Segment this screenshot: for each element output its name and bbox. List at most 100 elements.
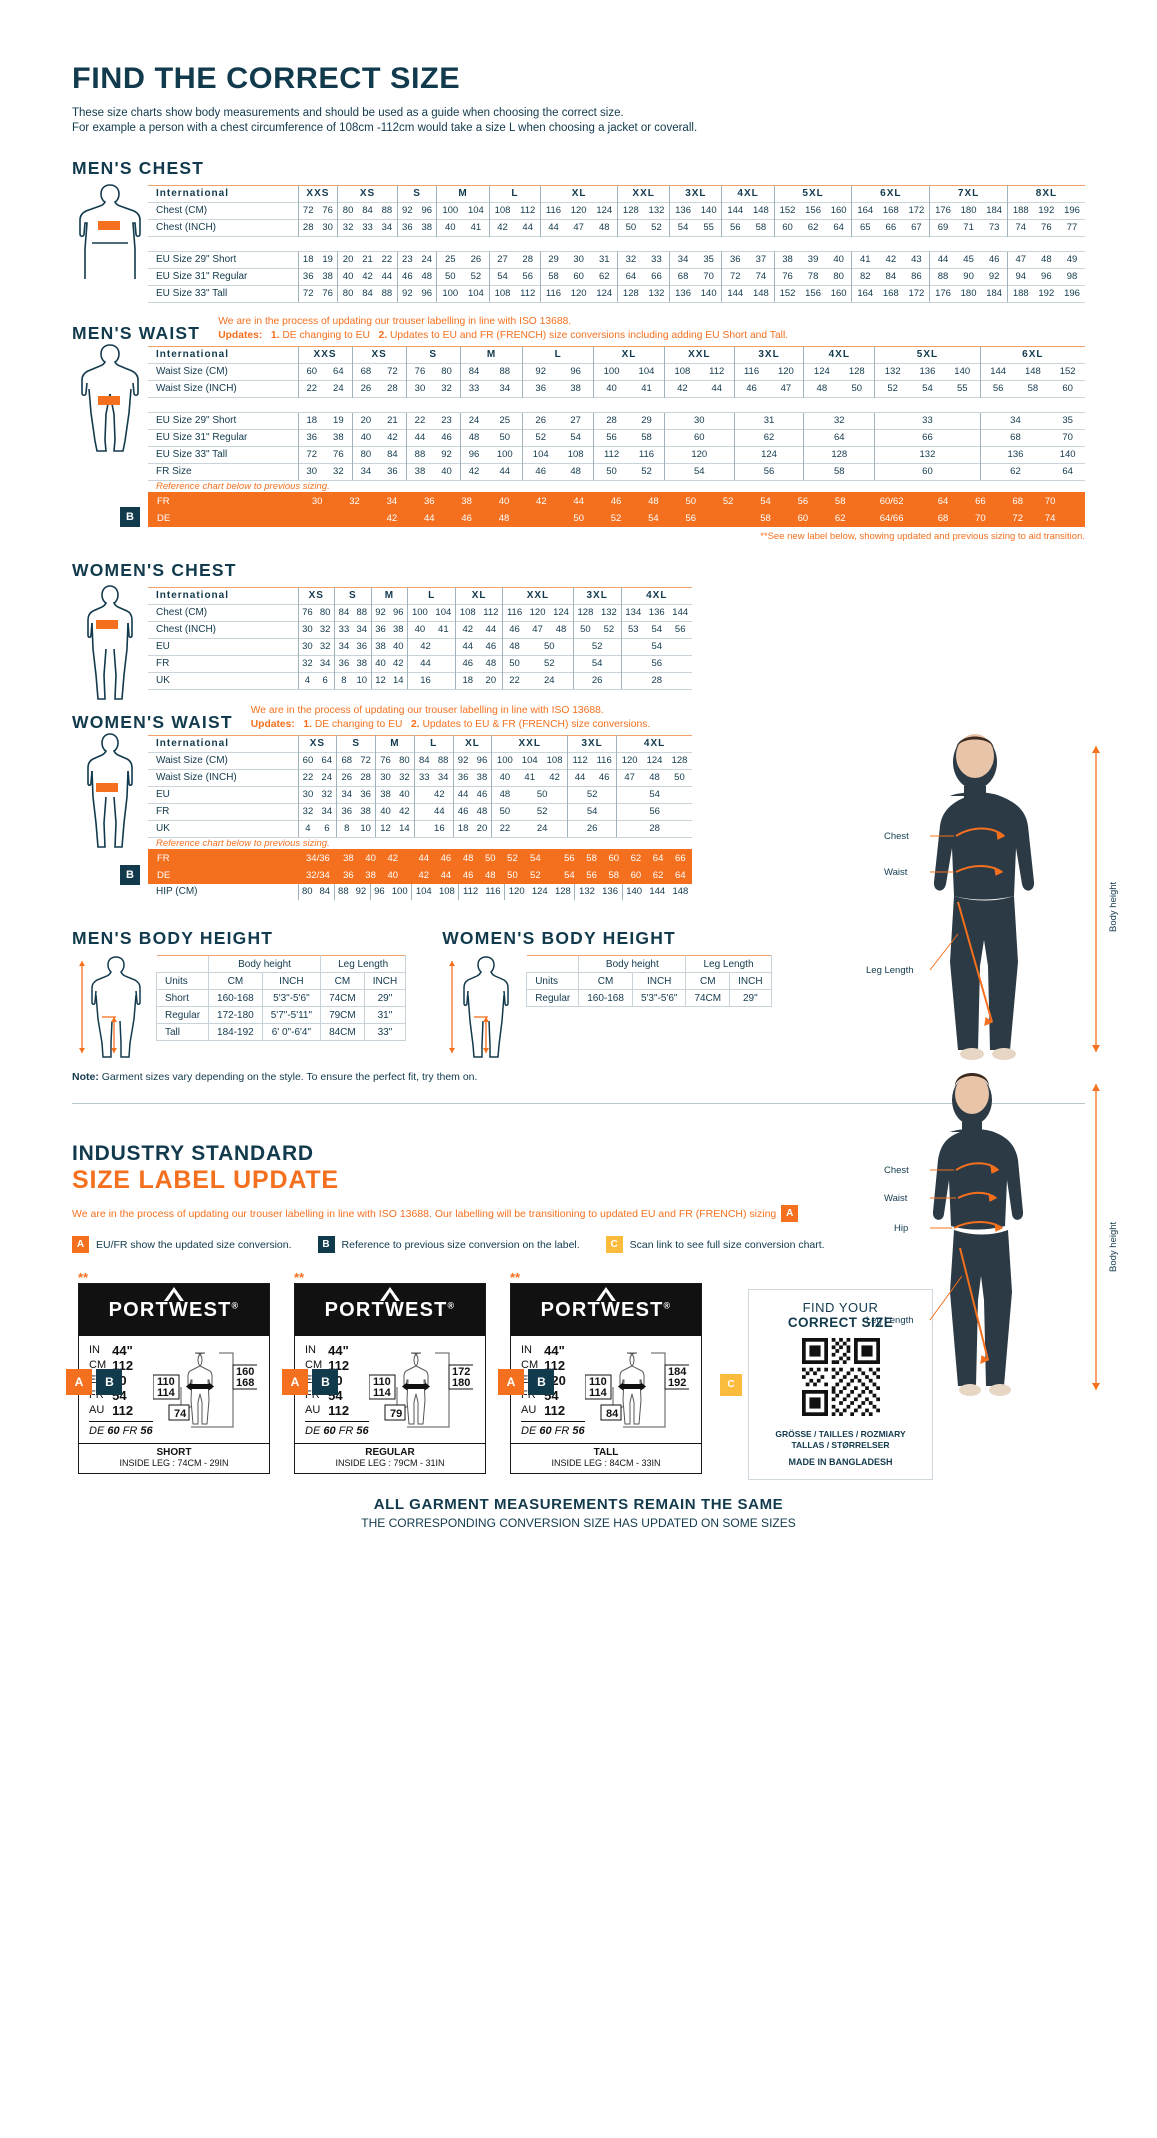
cell: 46 bbox=[596, 492, 636, 510]
cell: 30 bbox=[317, 219, 338, 237]
cell: 100 bbox=[436, 285, 464, 303]
label-card-short: ** A B PORTWEST® bbox=[66, 1271, 270, 1474]
cell: 40 bbox=[375, 803, 395, 821]
cell: 128 bbox=[554, 886, 571, 897]
cell: 56 bbox=[671, 509, 710, 527]
qr-line-2: CORRECT SIZE bbox=[787, 1315, 894, 1330]
cell: 36 bbox=[334, 655, 353, 673]
cell: 36 bbox=[370, 621, 390, 639]
size-L: L bbox=[522, 346, 594, 364]
cell: 34 bbox=[372, 492, 412, 510]
industry-standard-title: INDUSTRY STANDARD bbox=[72, 1142, 314, 1165]
cell: 84 bbox=[357, 202, 378, 220]
cell: 37 bbox=[748, 251, 775, 269]
cell: 36 bbox=[379, 463, 407, 481]
cell: 60 bbox=[297, 363, 326, 381]
waist-box-1: 110 bbox=[589, 1376, 607, 1388]
unit-cell: INCH bbox=[261, 972, 322, 990]
brand-name: PORTWEST bbox=[540, 1298, 664, 1321]
cell: 72 bbox=[297, 285, 318, 303]
cell: 124 bbox=[803, 363, 840, 381]
cell: 184 bbox=[981, 285, 1008, 303]
cell: 100 bbox=[407, 604, 432, 622]
size-3XL: 3XL bbox=[733, 346, 804, 364]
cell: 22 bbox=[297, 769, 318, 787]
fit-note-label: Note: bbox=[72, 1071, 99, 1083]
label-body-height: Body height bbox=[1108, 1221, 1119, 1272]
cell: 30 bbox=[375, 769, 395, 787]
iso-statement: We are in the process of updating our tr… bbox=[72, 1205, 1085, 1222]
cell: 34 bbox=[669, 251, 696, 269]
qr-code-icon[interactable] bbox=[801, 1338, 880, 1416]
cell: 48 bbox=[803, 380, 840, 398]
table-row: Waist Size (INCH) 22 24 26 28 30 32 33 34 36… bbox=[148, 769, 692, 787]
cell: 184-192 bbox=[208, 1023, 263, 1041]
womens-waist-table: International XS S M L XL XXL 3XL 4XL Wa… bbox=[148, 735, 692, 838]
cell: 46 bbox=[447, 509, 486, 527]
unit: AU bbox=[305, 1404, 321, 1416]
cell: 50 bbox=[559, 509, 598, 527]
cell: 48 bbox=[502, 638, 526, 656]
womens-waist-title: WOMEN'S WAIST bbox=[72, 712, 233, 732]
size-XL: XL bbox=[455, 587, 503, 605]
row-label: FR bbox=[148, 803, 298, 821]
table-row: FR Size 30 32 34 36 38 40 42 44 46 48 50 52 54… bbox=[148, 463, 1085, 481]
cell: 6 bbox=[316, 672, 335, 690]
cell: 18 bbox=[455, 672, 480, 690]
male-torso-figure bbox=[72, 184, 148, 303]
cell: 68 bbox=[351, 363, 380, 381]
cell: 38 bbox=[447, 492, 486, 510]
cell: 70 bbox=[695, 268, 722, 286]
cell: 44 bbox=[567, 769, 593, 787]
cell: 38 bbox=[358, 866, 383, 884]
cell: 72 bbox=[379, 363, 407, 381]
leg-box: 84 bbox=[606, 1408, 619, 1420]
de-label: DE bbox=[89, 1425, 105, 1437]
mens-chest-title: MEN'S CHEST bbox=[72, 158, 205, 178]
cell: 28 bbox=[515, 251, 541, 269]
cell: 136 bbox=[910, 363, 945, 381]
cell: 49 bbox=[1059, 251, 1085, 269]
cell: 152 bbox=[773, 285, 801, 303]
cell: 30 bbox=[297, 492, 337, 510]
cell: 36 bbox=[336, 866, 361, 884]
cell: 36 bbox=[297, 268, 318, 286]
label-chest: Chest bbox=[884, 831, 909, 842]
mens-waist-ref-note: Reference chart below to previous sizing… bbox=[156, 481, 330, 492]
size-XL: XL bbox=[452, 735, 492, 753]
cell: 38 bbox=[405, 463, 434, 481]
cell: 68 bbox=[979, 429, 1051, 447]
cell: 30 bbox=[663, 412, 735, 430]
row-label: Regular bbox=[155, 1006, 210, 1024]
female-torso-figure bbox=[72, 585, 148, 700]
table-row: FR 30 32 34 36 38 40 42 44 46 48 50 52 54 56 58… bbox=[148, 492, 1086, 510]
cell: 84 bbox=[459, 363, 488, 381]
cell: 104 bbox=[431, 604, 456, 622]
cell: 32 bbox=[394, 769, 415, 787]
size-XS: XS bbox=[297, 587, 335, 605]
male-height-figure bbox=[72, 955, 156, 1058]
table-row: Waist Size (CM) 60 64 68 72 76 80 84 88 92 96… bbox=[148, 363, 1085, 381]
qr-card[interactable]: FIND YOUR CORRECT SIZE bbox=[748, 1289, 933, 1480]
cell: 5'3"-5'6" bbox=[631, 989, 687, 1007]
cell: 42 bbox=[878, 251, 904, 269]
cell: 42 bbox=[407, 638, 456, 656]
cell: 69 bbox=[929, 219, 956, 237]
tag-a-icon: A bbox=[72, 1236, 89, 1253]
cell: 67 bbox=[903, 219, 930, 237]
update-1-text: DE changing to EU bbox=[314, 719, 403, 730]
fr-label: FR bbox=[554, 1425, 570, 1437]
intro-text: These size charts show body measurements… bbox=[72, 106, 1085, 136]
leg-box: 79 bbox=[390, 1408, 402, 1420]
cell: 52 bbox=[523, 866, 550, 884]
male-model-body bbox=[933, 734, 1035, 1060]
cell: 50 bbox=[502, 655, 526, 673]
table-header-row: International XXS XS S M L XL XXL 3XL 4X… bbox=[148, 346, 1085, 364]
cell: 60 bbox=[297, 752, 318, 770]
table-row: Chest (INCH) 30 32 33 34 36 38 40 41 42 44 46… bbox=[148, 621, 692, 639]
cell: 34 bbox=[334, 638, 353, 656]
cell: 104 bbox=[411, 884, 436, 900]
cell: 55 bbox=[944, 380, 981, 398]
cell: 56 bbox=[515, 268, 541, 286]
